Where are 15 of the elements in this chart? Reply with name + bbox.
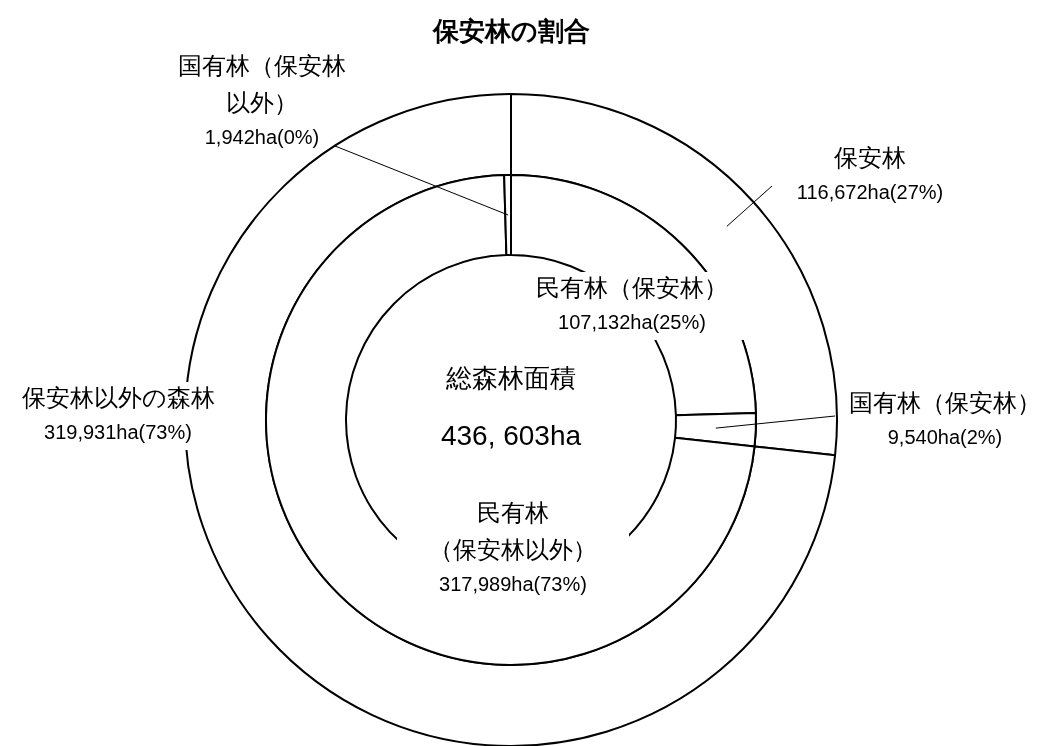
slice-label: 国有林（保安林以外） (178, 52, 346, 117)
data-label: 1,942ha(0%) (204, 126, 320, 149)
text: 総森林面積 (445, 362, 576, 393)
data-label: 107,132ha(25%) (558, 311, 706, 334)
slice-label: 保安林以外の森林 (21, 384, 215, 412)
chart-title: 保安林の割合 (431, 15, 590, 46)
slice-label: 保安林 (834, 144, 906, 172)
data-label: 9,540ha(2%) (887, 426, 1003, 449)
slice-label: 国有林（保安林） (849, 389, 1041, 417)
data-label: 116,672ha(27%) (796, 181, 944, 204)
slice-label: 民有林（保安林） (536, 274, 728, 302)
data-label: 319,931ha(73%) (44, 421, 192, 444)
text: 436, 603ha (440, 420, 582, 452)
data-label: 317,989ha(73%) (439, 573, 587, 596)
slice-label: 民有林（保安林以外） (429, 499, 597, 564)
